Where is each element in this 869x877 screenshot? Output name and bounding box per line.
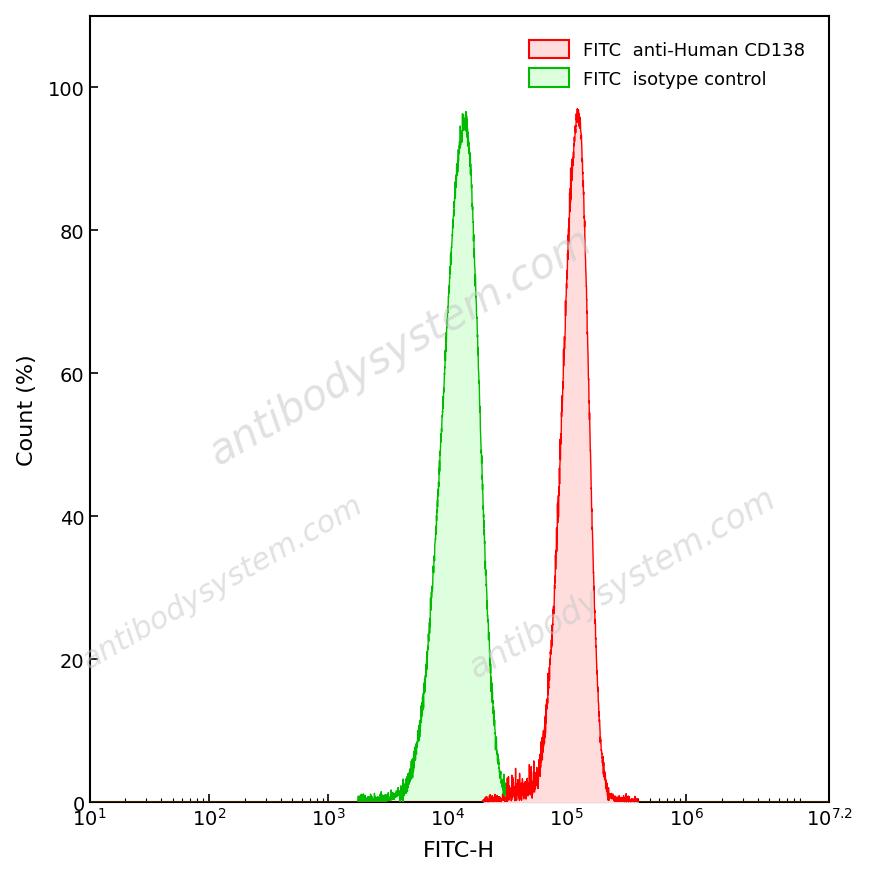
Legend: FITC  anti-Human CD138, FITC  isotype control: FITC anti-Human CD138, FITC isotype cont… bbox=[522, 33, 813, 96]
Text: antibodysystem.com: antibodysystem.com bbox=[462, 481, 781, 684]
Y-axis label: Count (%): Count (%) bbox=[17, 353, 36, 466]
Text: antibodysystem.com: antibodysystem.com bbox=[77, 490, 368, 674]
X-axis label: FITC-H: FITC-H bbox=[423, 840, 495, 860]
Text: antibodysystem.com: antibodysystem.com bbox=[201, 220, 599, 474]
